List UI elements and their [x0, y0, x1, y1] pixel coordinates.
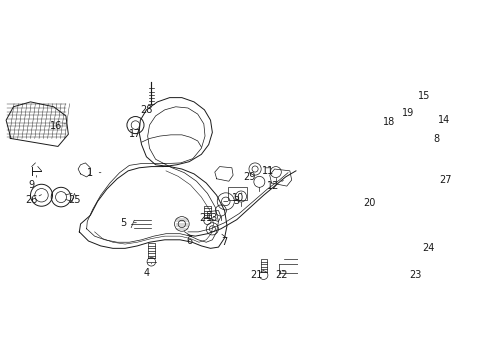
Text: 14: 14 [437, 115, 449, 125]
Text: 17: 17 [129, 129, 142, 139]
Text: 22: 22 [275, 270, 287, 280]
Text: 27: 27 [438, 175, 451, 185]
Text: 26: 26 [25, 194, 38, 204]
Text: 4: 4 [143, 268, 149, 278]
Text: 28: 28 [140, 105, 152, 115]
Text: 19: 19 [401, 108, 413, 118]
Text: 1: 1 [87, 168, 93, 178]
Text: 7: 7 [221, 237, 227, 247]
Text: 20: 20 [362, 198, 375, 208]
Text: 6: 6 [186, 236, 192, 246]
Text: 24: 24 [421, 243, 434, 253]
Text: 25: 25 [68, 194, 81, 204]
Text: 3: 3 [233, 196, 239, 206]
Text: 2: 2 [199, 213, 205, 223]
Text: 5: 5 [120, 218, 126, 228]
Text: 13: 13 [206, 213, 218, 223]
Text: 21: 21 [249, 270, 262, 280]
Text: 16: 16 [50, 121, 62, 131]
Text: 9: 9 [29, 180, 35, 190]
Text: 29: 29 [242, 172, 255, 182]
Text: 8: 8 [432, 134, 439, 144]
Text: 10: 10 [231, 193, 244, 203]
Text: 15: 15 [417, 91, 429, 101]
Text: 11: 11 [262, 166, 274, 176]
Text: 23: 23 [408, 270, 420, 280]
Text: 12: 12 [266, 181, 279, 191]
Text: 18: 18 [383, 117, 395, 127]
